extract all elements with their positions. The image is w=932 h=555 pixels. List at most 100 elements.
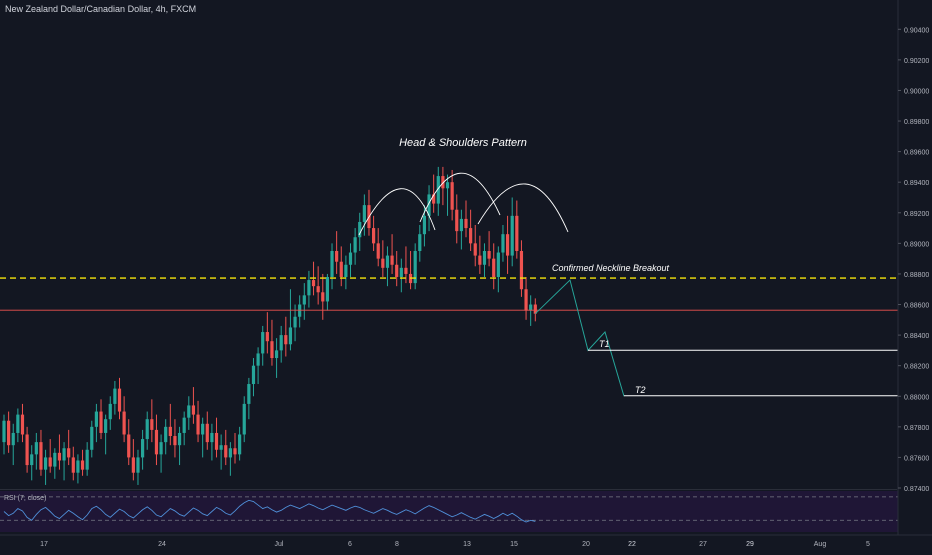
candle-body	[173, 436, 177, 446]
candle-body	[302, 295, 306, 305]
candle-body	[422, 215, 427, 235]
candle-body	[524, 289, 528, 311]
candle	[339, 246, 343, 287]
candle	[519, 240, 524, 297]
candle	[399, 258, 403, 293]
candle-body	[427, 194, 431, 216]
candle	[43, 449, 48, 485]
candle	[469, 209, 473, 251]
candle	[214, 417, 219, 458]
candle-body	[344, 264, 348, 277]
candle	[94, 403, 98, 443]
x-tick-label: Jul	[275, 541, 284, 548]
candle-body	[510, 215, 514, 256]
candle	[316, 266, 320, 305]
candle-body	[53, 452, 57, 467]
candle-body	[256, 353, 260, 366]
candle-body	[436, 176, 440, 204]
candle-body	[122, 411, 126, 435]
candle-body	[261, 332, 265, 354]
candle	[57, 434, 62, 470]
candle-body	[233, 448, 237, 455]
candle-body	[30, 454, 34, 466]
candle	[182, 411, 186, 446]
candle	[524, 276, 528, 320]
candle	[288, 289, 293, 351]
candle-body	[399, 267, 403, 277]
candle-body	[381, 258, 385, 268]
y-tick-label: 0.89400	[904, 180, 929, 187]
x-tick-label: 22	[628, 541, 636, 548]
candle	[251, 358, 256, 397]
candle-body	[335, 251, 339, 262]
candle	[238, 426, 242, 461]
candle	[395, 251, 399, 287]
candle	[90, 420, 94, 458]
candle	[427, 185, 431, 232]
candle-body	[385, 255, 390, 268]
candle-body	[25, 434, 29, 466]
y-tick-label: 0.89000	[904, 241, 929, 248]
candle	[376, 228, 380, 267]
candle-body	[358, 221, 362, 238]
candle	[205, 411, 209, 450]
y-tick-label: 0.90000	[904, 88, 929, 95]
rsi-label: RSI (7, close)	[4, 495, 46, 502]
candle-body	[48, 457, 52, 467]
candle	[302, 283, 306, 320]
candle-body	[113, 388, 117, 404]
y-tick-label: 0.89600	[904, 150, 929, 157]
candle-body	[455, 209, 459, 232]
candle-body	[34, 442, 38, 455]
x-tick-label: Aug	[814, 541, 827, 548]
candle	[141, 429, 145, 470]
x-tick-label: 29	[746, 541, 754, 548]
candle-body	[210, 432, 214, 443]
y-tick-label: 0.88000	[904, 394, 929, 401]
candle-body	[270, 341, 274, 359]
candle-body	[62, 448, 66, 461]
candle-body	[201, 423, 205, 435]
candle-body	[348, 252, 353, 265]
candle	[173, 419, 177, 458]
candle	[30, 445, 34, 481]
candle-body	[136, 457, 140, 473]
candle-body	[274, 350, 279, 359]
pattern-title: Head & Shoulders Pattern	[399, 137, 527, 149]
candle	[265, 312, 269, 354]
candle	[219, 434, 223, 470]
candle	[210, 423, 214, 461]
candle	[418, 225, 422, 262]
candle	[344, 255, 348, 290]
candle-body	[141, 439, 145, 458]
candle	[413, 243, 417, 290]
candle-body	[247, 384, 251, 404]
candle	[441, 166, 445, 206]
candle	[496, 246, 500, 293]
candle	[390, 234, 394, 274]
candle	[450, 169, 454, 221]
candle-body	[501, 234, 505, 253]
x-tick-label: 29	[746, 541, 754, 548]
candle-body	[325, 276, 329, 302]
candle	[191, 387, 196, 424]
candle	[99, 399, 103, 440]
candle	[473, 225, 477, 267]
candle	[381, 240, 385, 277]
candle	[455, 194, 459, 244]
candle-body	[482, 251, 487, 265]
candle-body	[182, 417, 186, 433]
x-tick-label: 13	[463, 541, 471, 548]
candle-body	[492, 258, 496, 277]
x-tick-label: 20	[582, 541, 590, 548]
x-tick-label: 6	[348, 541, 352, 548]
candle-body	[94, 411, 98, 427]
candle-body	[90, 426, 94, 450]
candle-body	[311, 280, 316, 287]
breakout-label: Confirmed Neckline Breakout	[552, 263, 670, 273]
candle-body	[214, 432, 219, 450]
candle	[104, 414, 108, 455]
candle	[34, 432, 38, 470]
